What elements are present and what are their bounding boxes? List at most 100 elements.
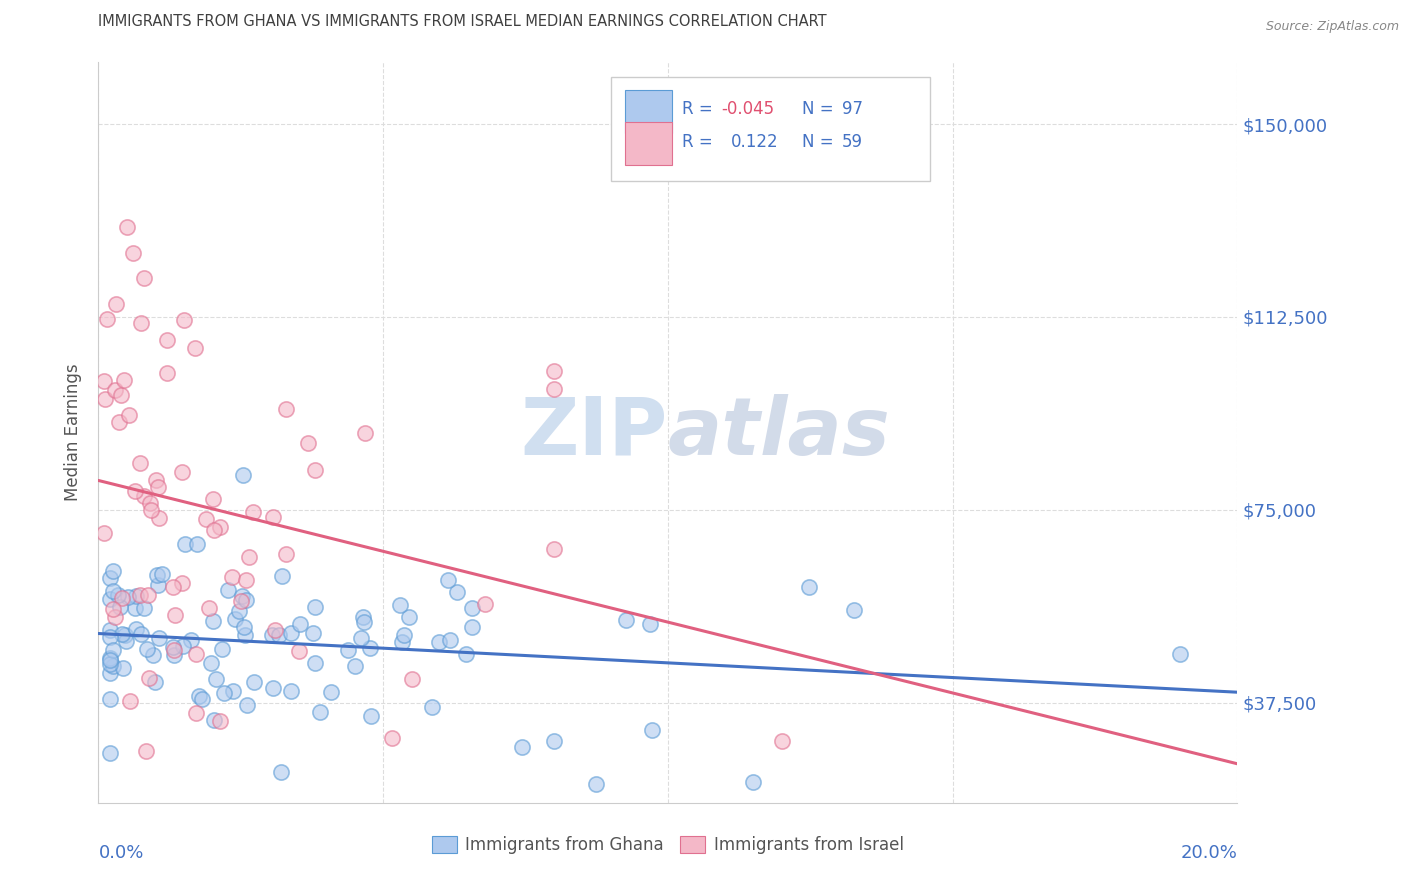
Point: [202, 524, 225, 538]
FancyBboxPatch shape: [624, 121, 672, 165]
Text: IMMIGRANTS FROM GHANA VS IMMIGRANTS FROM ISRAEL MEDIAN EARNINGS CORRELATION CHAR: IMMIGRANTS FROM GHANA VS IMMIGRANTS FROM…: [98, 14, 827, 29]
Point: [456, 647, 478, 661]
Text: N =: N =: [803, 100, 839, 118]
Point: [262, 509, 284, 524]
Point: [614, 614, 637, 628]
Point: [231, 590, 253, 604]
Point: [304, 463, 326, 477]
Text: N =: N =: [803, 133, 839, 151]
Point: [195, 512, 218, 526]
Point: [138, 672, 160, 686]
Point: [200, 656, 222, 670]
Text: R =: R =: [682, 133, 717, 151]
Text: -0.045: -0.045: [721, 100, 775, 118]
Point: [96, 312, 118, 326]
Point: [143, 674, 166, 689]
Point: [359, 640, 381, 655]
Point: [228, 604, 250, 618]
Point: [297, 436, 319, 450]
Y-axis label: Median Earnings: Median Earnings: [65, 364, 83, 501]
Point: [212, 686, 235, 700]
Point: [242, 505, 264, 519]
Point: [543, 382, 565, 396]
Point: [111, 627, 134, 641]
Text: atlas: atlas: [668, 393, 890, 472]
Point: [163, 643, 186, 657]
Point: [354, 426, 377, 441]
Point: [156, 333, 179, 347]
Point: [110, 388, 132, 402]
Text: 59: 59: [842, 133, 863, 151]
Text: ZIP: ZIP: [520, 393, 668, 472]
Point: [510, 740, 533, 755]
Point: [309, 705, 332, 719]
Point: [101, 583, 124, 598]
Point: [461, 620, 484, 634]
Point: [98, 571, 121, 585]
Point: [184, 647, 207, 661]
Point: [352, 610, 374, 624]
Point: [98, 657, 121, 672]
Point: [124, 601, 146, 615]
Point: [134, 600, 156, 615]
Point: [276, 401, 298, 416]
Point: [135, 744, 157, 758]
Text: R =: R =: [682, 100, 717, 118]
Point: [129, 627, 152, 641]
Point: [142, 648, 165, 662]
Point: [98, 747, 121, 761]
Point: [543, 541, 565, 556]
Legend: Immigrants from Ghana, Immigrants from Israel: Immigrants from Ghana, Immigrants from I…: [425, 830, 911, 861]
Point: [641, 723, 664, 737]
Point: [842, 603, 865, 617]
Point: [208, 520, 231, 534]
Point: [304, 656, 326, 670]
Point: [280, 626, 302, 640]
Point: [439, 632, 461, 647]
Point: [271, 569, 294, 583]
Point: [638, 616, 661, 631]
Point: [103, 564, 125, 578]
Point: [205, 672, 228, 686]
Point: [797, 580, 820, 594]
Point: [437, 573, 460, 587]
Point: [125, 622, 148, 636]
Point: [111, 591, 134, 606]
Point: [172, 639, 194, 653]
Point: [267, 627, 290, 641]
FancyBboxPatch shape: [612, 78, 929, 181]
Text: Source: ZipAtlas.com: Source: ZipAtlas.com: [1265, 20, 1399, 33]
Point: [262, 681, 284, 695]
Point: [108, 600, 131, 615]
Point: [353, 615, 375, 629]
Text: 0.122: 0.122: [731, 133, 778, 151]
Text: 20.0%: 20.0%: [1181, 844, 1237, 862]
Point: [162, 640, 184, 654]
Point: [100, 591, 122, 606]
Point: [163, 648, 186, 663]
Point: [148, 511, 170, 525]
Point: [350, 631, 373, 645]
Point: [104, 610, 127, 624]
Point: [173, 312, 195, 326]
Point: [770, 734, 793, 748]
Point: [543, 734, 565, 748]
Point: [304, 600, 326, 615]
Point: [101, 659, 124, 673]
Point: [138, 588, 160, 602]
Point: [280, 684, 302, 698]
Point: [302, 626, 325, 640]
Point: [115, 219, 138, 234]
Point: [461, 601, 484, 615]
Point: [190, 691, 212, 706]
Point: [360, 709, 382, 723]
Point: [742, 775, 765, 789]
Point: [274, 547, 297, 561]
Point: [235, 573, 257, 587]
Point: [392, 628, 415, 642]
Point: [145, 473, 167, 487]
Point: [146, 480, 169, 494]
Point: [104, 384, 127, 398]
Point: [98, 691, 121, 706]
Point: [100, 650, 122, 665]
